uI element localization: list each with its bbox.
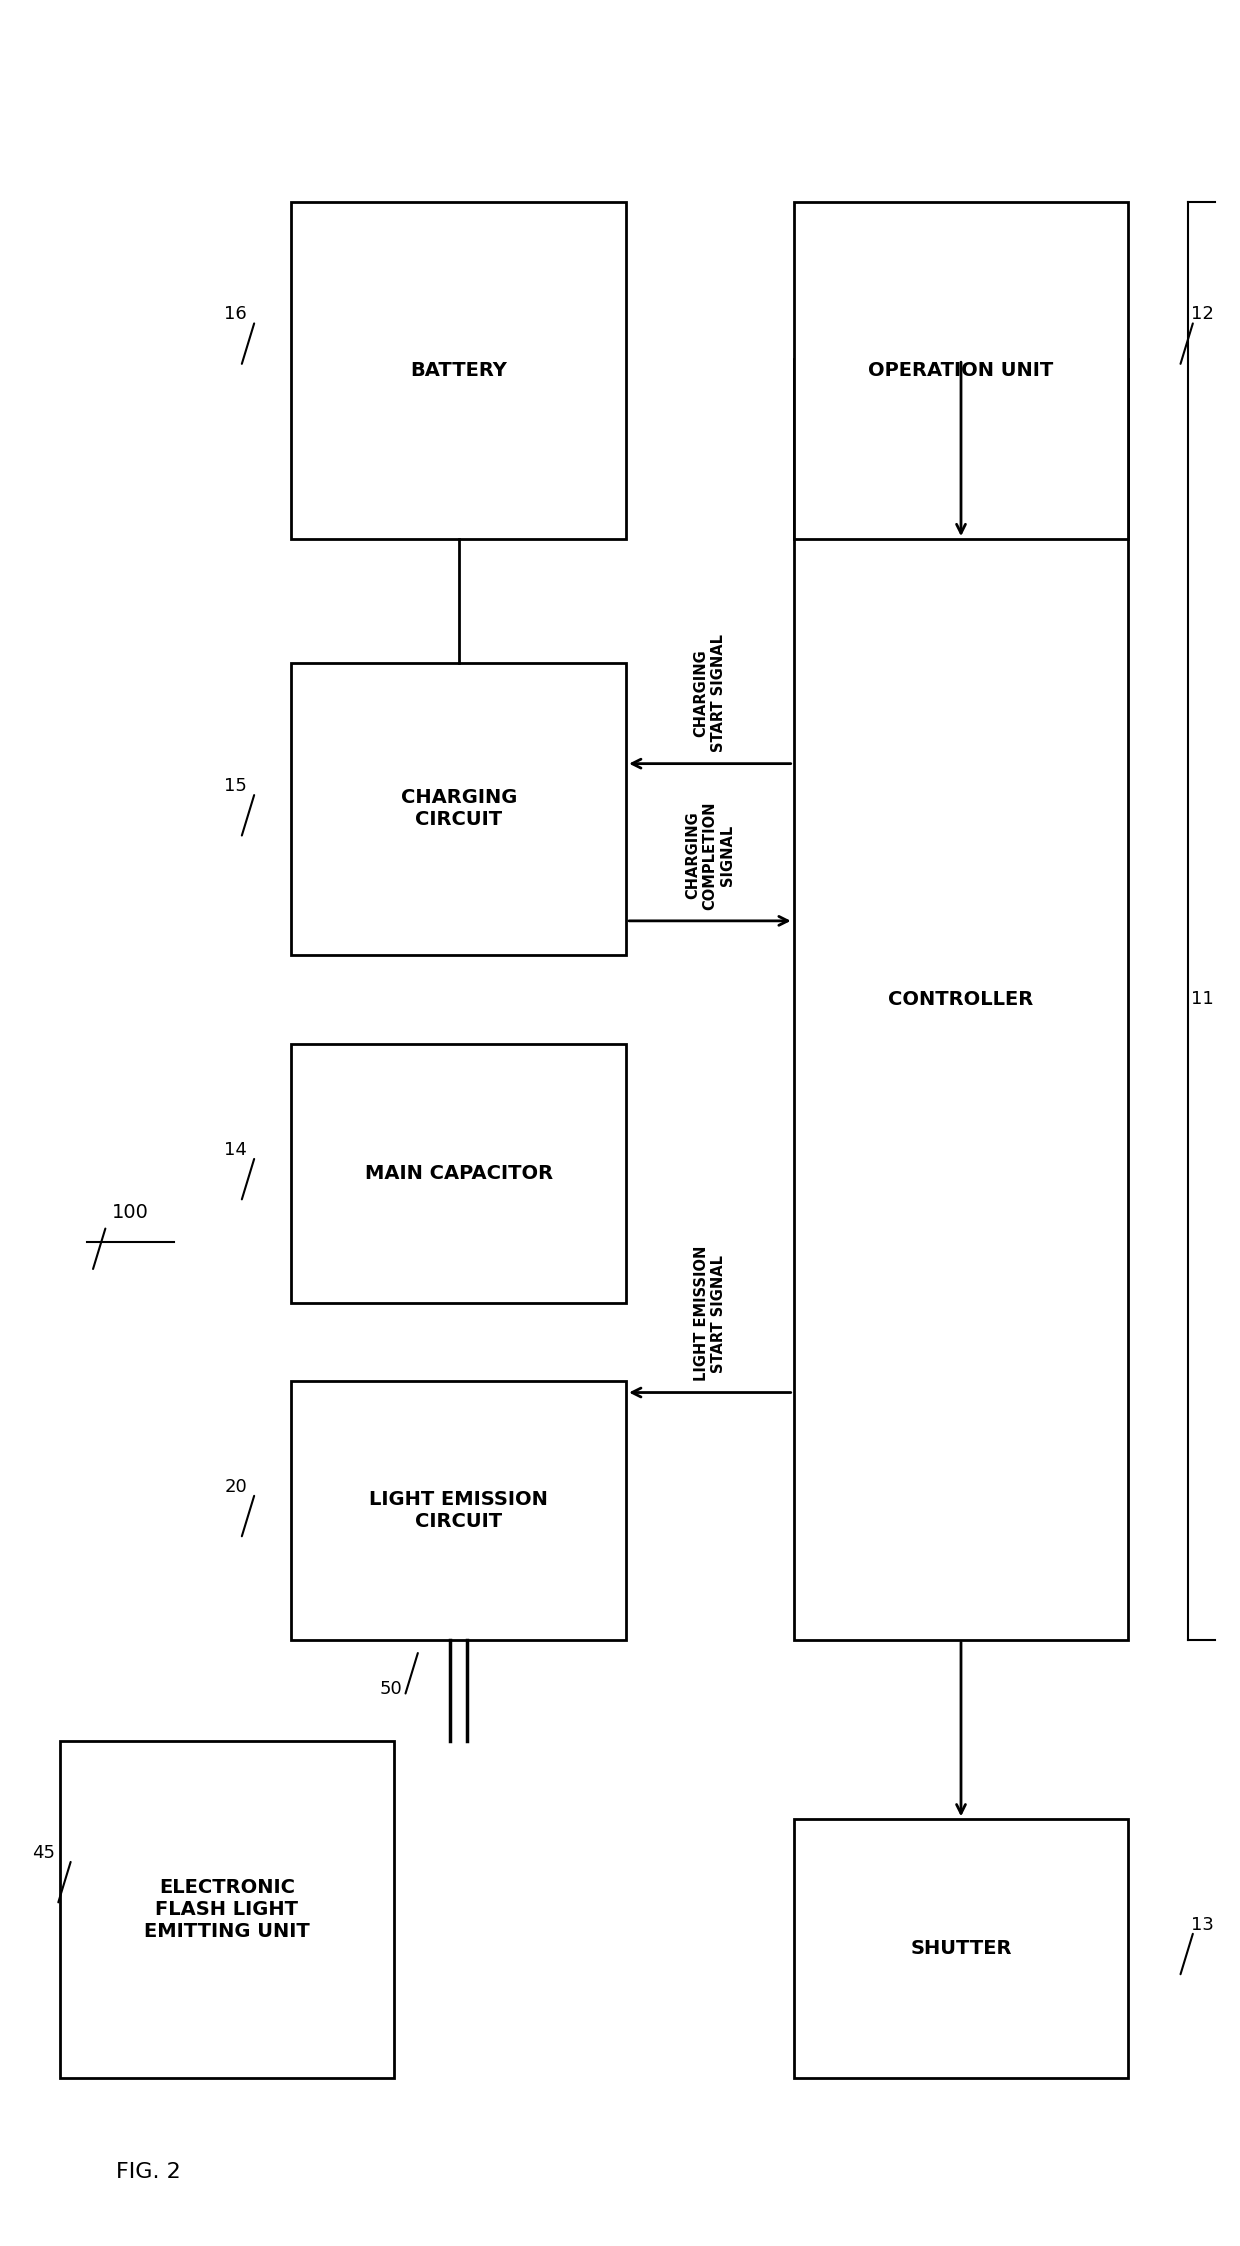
Text: 50: 50: [379, 1680, 402, 1698]
Text: CHARGING
CIRCUIT: CHARGING CIRCUIT: [401, 788, 517, 829]
FancyBboxPatch shape: [291, 1381, 626, 1640]
Text: FIG. 2: FIG. 2: [117, 2163, 181, 2181]
Text: OPERATION UNIT: OPERATION UNIT: [868, 362, 1054, 380]
Text: CHARGING
START SIGNAL: CHARGING START SIGNAL: [693, 633, 727, 752]
Text: SHUTTER: SHUTTER: [910, 1938, 1012, 1959]
Text: MAIN CAPACITOR: MAIN CAPACITOR: [365, 1163, 553, 1184]
Text: 45: 45: [32, 1844, 55, 1862]
FancyBboxPatch shape: [794, 359, 1128, 1640]
FancyBboxPatch shape: [291, 1044, 626, 1303]
Text: 16: 16: [224, 305, 247, 323]
Text: 15: 15: [224, 777, 247, 795]
Text: 11: 11: [1192, 990, 1214, 1008]
FancyBboxPatch shape: [60, 1741, 394, 2078]
Text: LIGHT EMISSION
CIRCUIT: LIGHT EMISSION CIRCUIT: [370, 1489, 548, 1532]
Text: 12: 12: [1192, 305, 1214, 323]
Text: CONTROLLER: CONTROLLER: [888, 990, 1034, 1008]
Text: ELECTRONIC
FLASH LIGHT
EMITTING UNIT: ELECTRONIC FLASH LIGHT EMITTING UNIT: [144, 1878, 310, 1941]
Text: LIGHT EMISSION
START SIGNAL: LIGHT EMISSION START SIGNAL: [693, 1247, 727, 1381]
Text: 100: 100: [112, 1204, 149, 1222]
FancyBboxPatch shape: [291, 202, 626, 539]
Text: CHARGING
COMPLETION
SIGNAL: CHARGING COMPLETION SIGNAL: [684, 802, 735, 910]
FancyBboxPatch shape: [794, 202, 1128, 539]
Text: 14: 14: [224, 1141, 247, 1159]
Text: 20: 20: [224, 1478, 247, 1496]
FancyBboxPatch shape: [291, 663, 626, 955]
Text: BATTERY: BATTERY: [410, 362, 507, 380]
Text: 13: 13: [1192, 1916, 1214, 1934]
FancyBboxPatch shape: [794, 1819, 1128, 2078]
